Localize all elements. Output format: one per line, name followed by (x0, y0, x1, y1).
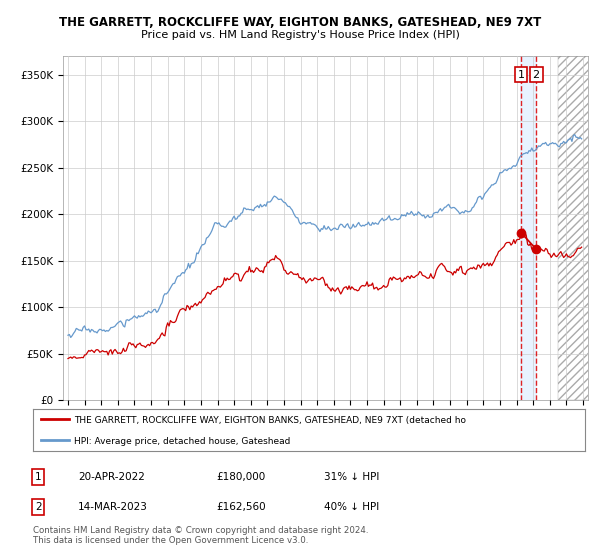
Bar (558, 28, 592, 400)
Text: 1: 1 (518, 69, 525, 80)
Text: HPI: Average price, detached house, Gateshead: HPI: Average price, detached house, Gate… (74, 437, 291, 446)
Text: Contains HM Land Registry data © Crown copyright and database right 2024.: Contains HM Land Registry data © Crown c… (33, 526, 368, 535)
Text: £162,560: £162,560 (216, 502, 266, 512)
Text: 40% ↓ HPI: 40% ↓ HPI (324, 502, 379, 512)
Text: This data is licensed under the Open Government Licence v3.0.: This data is licensed under the Open Gov… (33, 536, 308, 545)
Text: 14-MAR-2023: 14-MAR-2023 (78, 502, 148, 512)
Text: £180,000: £180,000 (216, 472, 265, 482)
Bar (520, 56, 537, 400)
Text: Price paid vs. HM Land Registry's House Price Index (HPI): Price paid vs. HM Land Registry's House … (140, 30, 460, 40)
Text: THE GARRETT, ROCKCLIFFE WAY, EIGHTON BANKS, GATESHEAD, NE9 7XT (detached ho: THE GARRETT, ROCKCLIFFE WAY, EIGHTON BAN… (74, 416, 466, 425)
Text: 20-APR-2022: 20-APR-2022 (78, 472, 145, 482)
Text: THE GARRETT, ROCKCLIFFE WAY, EIGHTON BANKS, GATESHEAD, NE9 7XT: THE GARRETT, ROCKCLIFFE WAY, EIGHTON BAN… (59, 16, 541, 29)
Text: 2: 2 (533, 69, 540, 80)
Text: 1: 1 (35, 472, 41, 482)
Text: 2: 2 (35, 502, 41, 512)
Text: 31% ↓ HPI: 31% ↓ HPI (324, 472, 379, 482)
Bar (558, 56, 592, 400)
